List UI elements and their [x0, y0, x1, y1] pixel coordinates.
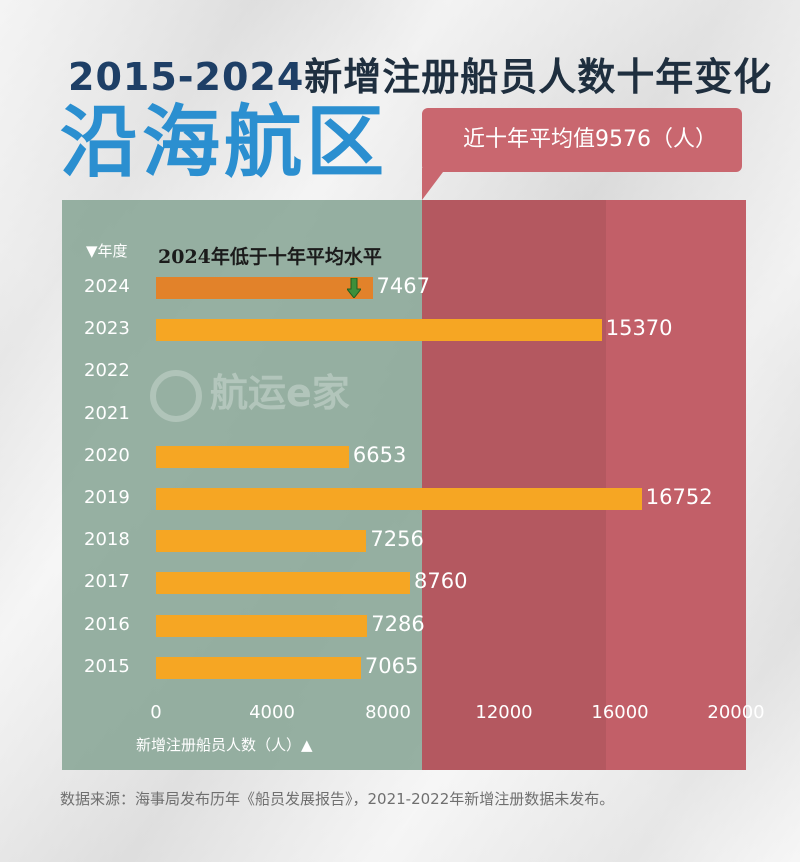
y-tick-label: 2020 [84, 444, 130, 466]
watermark-text: 航运e家 [210, 371, 350, 415]
value-label-2024: 7467 [376, 274, 430, 298]
page-title: 2015-2024新增注册船员人数十年变化 [68, 46, 771, 101]
y-tick-label: 2019 [84, 487, 130, 508]
bar-2023 [156, 319, 602, 342]
value-label-2018: 7256 [370, 527, 424, 552]
x-axis-label: 新增注册船员人数（人）▲ [136, 736, 313, 754]
bar-2017 [156, 572, 411, 595]
average-callout-pointer [422, 168, 446, 200]
value-label-2016: 7286 [371, 611, 425, 636]
value-label-2020: 6653 [352, 442, 407, 467]
x-tick-label: 16000 [591, 702, 649, 723]
x-tick-label: 20000 [707, 702, 765, 723]
y-tick-label: 2023 [84, 318, 130, 340]
bar-2024 [156, 277, 373, 299]
y-tick-label: 2018 [84, 529, 130, 551]
value-label-2019: 16752 [645, 485, 713, 509]
watermark: 航运e家 [150, 362, 350, 422]
source-note: 数据来源：海事局发布历年《船员发展报告》，2021-2022年新增注册数据未发布… [60, 790, 615, 808]
above-average-region [422, 200, 746, 770]
y-tick-label: 2021 [84, 402, 130, 424]
title-text: 新增注册船员人数十年变化 [304, 55, 773, 99]
x-tick-label: 0 [150, 702, 162, 723]
x-tick-label: 12000 [475, 702, 533, 723]
average-callout-text: 近十年平均值9576（人） [463, 127, 717, 152]
y-tick-label: 2015 [84, 655, 130, 677]
average-callout-box [422, 108, 742, 172]
title-years: 2015-2024 [68, 55, 305, 99]
x-tick-label: 8000 [365, 702, 411, 723]
y-tick-label: 2017 [84, 571, 130, 593]
bar-2016 [156, 614, 368, 637]
y-tick-label: 2016 [84, 613, 130, 635]
value-label-2015: 7065 [364, 653, 419, 678]
bar-2019 [156, 488, 642, 510]
y-axis-label: ▼年度 [86, 242, 128, 260]
y-tick-label: 2022 [84, 360, 130, 382]
value-label-2023: 15370 [605, 316, 673, 341]
value-label-2017: 8760 [414, 569, 468, 594]
y-tick-label: 2024 [84, 276, 130, 297]
region-heading: 沿海航区 [60, 98, 389, 188]
watermark-logo-icon [150, 369, 202, 422]
x-tick-label: 4000 [249, 702, 295, 723]
bar-2015 [156, 656, 361, 679]
above-average-shade [422, 200, 606, 770]
down-arrow-icon [346, 278, 361, 298]
bar-2020 [156, 445, 349, 468]
highlight-note: 2024年低于十年平均水平 [158, 246, 382, 268]
bar-2018 [156, 530, 367, 553]
